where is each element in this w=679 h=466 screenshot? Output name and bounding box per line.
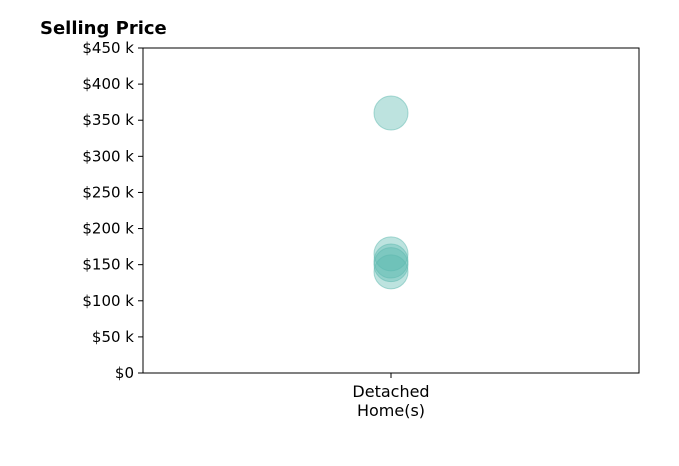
y-tick-label: $150 k: [82, 256, 134, 274]
y-tick-label: $450 k: [82, 39, 134, 57]
data-point: [373, 254, 409, 290]
y-tick-label: $350 k: [82, 111, 134, 129]
y-axis: $0 $50 k $100 k $150 k $200 k $250 k $300 k $35…: [82, 39, 143, 382]
y-tick-label: $250 k: [82, 183, 134, 201]
y-tick-label: $400 k: [82, 75, 134, 93]
chart-title: Selling Price: [40, 18, 167, 39]
x-axis: Detached Home(s): [352, 373, 430, 420]
y-tick-label: $200 k: [82, 220, 134, 238]
y-tick-label: $100 k: [82, 292, 134, 310]
data-point: [373, 95, 409, 131]
y-tick-label: $50 k: [92, 328, 134, 346]
data-point: [373, 247, 409, 283]
y-tick-label: $0: [115, 364, 134, 382]
data-points: [373, 95, 409, 290]
x-category-label: Detached Home(s): [352, 382, 429, 420]
data-point: [373, 236, 409, 272]
y-tick-label: $300 k: [82, 147, 134, 165]
